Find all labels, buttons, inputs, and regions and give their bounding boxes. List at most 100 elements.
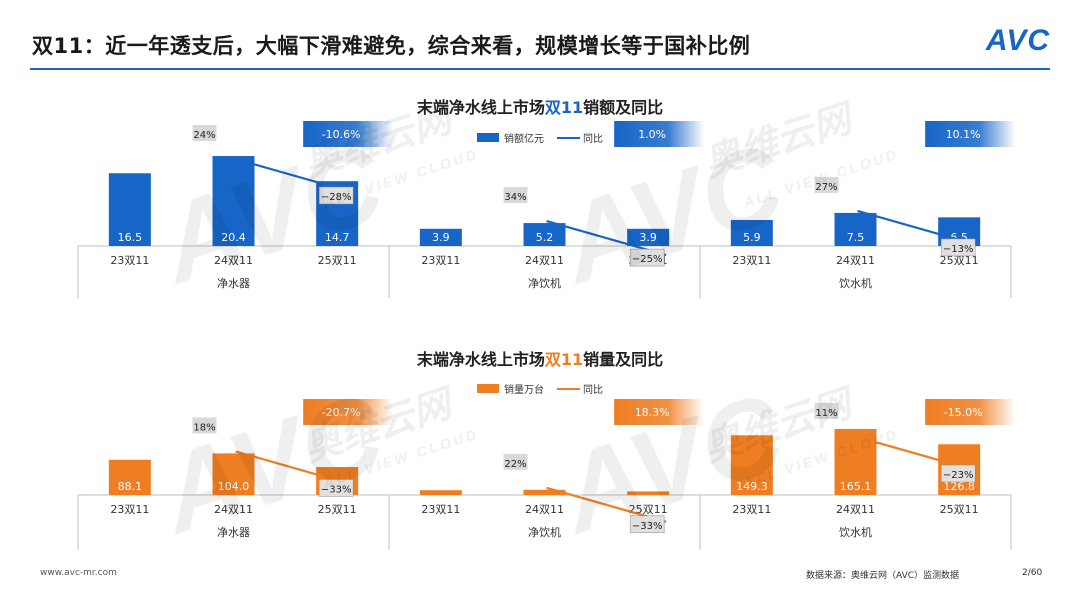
yoy-label-box xyxy=(192,417,217,434)
group-label: 净水器 xyxy=(217,525,250,539)
yoy-label: −33% xyxy=(632,521,663,532)
subsidy-ratio-box xyxy=(303,399,394,425)
legend-line-label: 同比 xyxy=(583,133,603,145)
tick-label: 24双11 xyxy=(214,503,253,516)
yoy-label-box xyxy=(814,176,839,193)
yoy-label: −23% xyxy=(943,470,974,481)
chart-title: 末端净水线上市场双11销额及同比 xyxy=(417,98,663,117)
tick-label: 25双11 xyxy=(318,254,357,267)
yoy-label-box xyxy=(503,453,528,470)
subsidy-ratio-label: -20.7% xyxy=(322,406,361,419)
avc-logo: AVC xyxy=(985,24,1050,57)
chart-title: 末端净水线上市场双11销量及同比 xyxy=(417,350,663,369)
tick-label: 23双11 xyxy=(421,503,460,516)
yoy-label: 18% xyxy=(193,422,215,433)
tick-label: 24双11 xyxy=(836,254,875,267)
yoy-label: −25% xyxy=(632,254,663,265)
bar xyxy=(834,212,877,246)
bar-value-label: 165.1 xyxy=(840,480,872,493)
footer-url[interactable]: www.avc-mr.com xyxy=(40,568,117,578)
subsidy-ratio-label: 18.3% xyxy=(635,406,670,419)
tick-label: 25双11 xyxy=(940,254,979,267)
bar xyxy=(730,435,773,495)
tick-label: 24双11 xyxy=(214,254,253,267)
bar-value-label: 3.9 xyxy=(432,231,450,244)
yoy-label: 27% xyxy=(815,182,837,193)
legend-bar-label: 销量万台 xyxy=(504,383,544,396)
group-label: 饮水机 xyxy=(839,525,872,539)
bar-value-label: 5.2 xyxy=(536,231,554,244)
tick-label: 25双11 xyxy=(940,503,979,516)
yoy-label-box xyxy=(318,186,354,205)
tick-label: 24双11 xyxy=(525,254,564,267)
bar xyxy=(108,173,151,246)
yoy-label: 11% xyxy=(815,408,837,419)
yoy-label-box xyxy=(503,187,528,204)
tick-label: 23双11 xyxy=(110,254,149,267)
bar xyxy=(419,490,462,495)
bar xyxy=(212,453,255,495)
tick-label: 24双11 xyxy=(525,503,564,516)
bar xyxy=(627,228,670,246)
bar xyxy=(523,489,566,495)
yoy-label-box xyxy=(940,464,976,483)
bar xyxy=(212,156,255,246)
yoy-label-box xyxy=(629,515,665,534)
bar-value-label: 3.9 xyxy=(639,231,657,244)
subsidy-ratio-label: 10.1% xyxy=(946,128,981,141)
yoy-label: −33% xyxy=(321,484,352,495)
bar xyxy=(419,228,462,246)
yoy-label: −28% xyxy=(321,192,352,203)
bar-value-label: 104.0 xyxy=(218,480,250,493)
subsidy-ratio-box xyxy=(303,121,394,147)
group-label: 净饮机 xyxy=(528,276,561,290)
yoy-label-box xyxy=(814,403,839,419)
tick-label: 23双11 xyxy=(732,503,771,516)
yoy-label: 22% xyxy=(504,459,526,470)
bar xyxy=(108,459,151,495)
bar xyxy=(627,491,670,495)
tick-label: 25双11 xyxy=(629,503,668,516)
yoy-label: 34% xyxy=(504,192,526,203)
bar-value-label: 126.8 xyxy=(943,480,975,493)
bar-value-label: 20.4 xyxy=(221,231,246,244)
subsidy-ratio-label: -15.0% xyxy=(944,406,983,419)
subsidy-ratio-label: -10.6% xyxy=(322,128,361,141)
tick-label: 23双11 xyxy=(110,503,149,516)
group-label: 净水器 xyxy=(217,276,250,290)
yoy-label-box xyxy=(318,479,354,497)
bar-value-label: 16.5 xyxy=(118,231,143,244)
yoy-label-box xyxy=(629,248,665,267)
group-label: 净饮机 xyxy=(528,525,561,539)
subsidy-ratio-box xyxy=(614,121,705,147)
tick-label: 23双11 xyxy=(421,254,460,267)
yoy-label: 24% xyxy=(193,130,215,141)
bar xyxy=(523,223,566,246)
subsidy-ratio-box xyxy=(925,121,1016,147)
subsidy-ratio-label: 1.0% xyxy=(638,128,666,141)
legend-bar-swatch xyxy=(477,384,499,393)
yoy-label-box xyxy=(940,238,976,257)
legend-bar-label: 销额亿元 xyxy=(504,132,544,145)
subsidy-ratio-box xyxy=(925,399,1016,425)
page-number: 2/60 xyxy=(1022,568,1043,578)
tick-label: 23双11 xyxy=(732,254,771,267)
bar-value-label: 14.7 xyxy=(325,231,350,244)
header-divider xyxy=(30,68,1050,70)
tick-label: 24双11 xyxy=(836,503,875,516)
bar-value-label: 149.3 xyxy=(736,480,768,493)
yoy-label-box xyxy=(192,125,217,141)
bar-value-label: 88.1 xyxy=(118,480,143,493)
legend-line-label: 同比 xyxy=(583,384,603,396)
bar-value-label: 5.9 xyxy=(743,231,761,244)
tick-label: 25双11 xyxy=(318,503,357,516)
footer-source: 数据来源：奥维云网（AVC）监测数据 xyxy=(806,571,960,581)
yoy-label: −13% xyxy=(943,244,974,255)
bar xyxy=(730,219,773,246)
subsidy-ratio-box xyxy=(614,399,705,425)
legend-bar-swatch xyxy=(477,133,499,142)
page-title: 双11：近一年透支后，大幅下滑难避免，综合来看，规模增长等于国补比例 xyxy=(32,34,751,58)
group-label: 饮水机 xyxy=(839,276,872,290)
